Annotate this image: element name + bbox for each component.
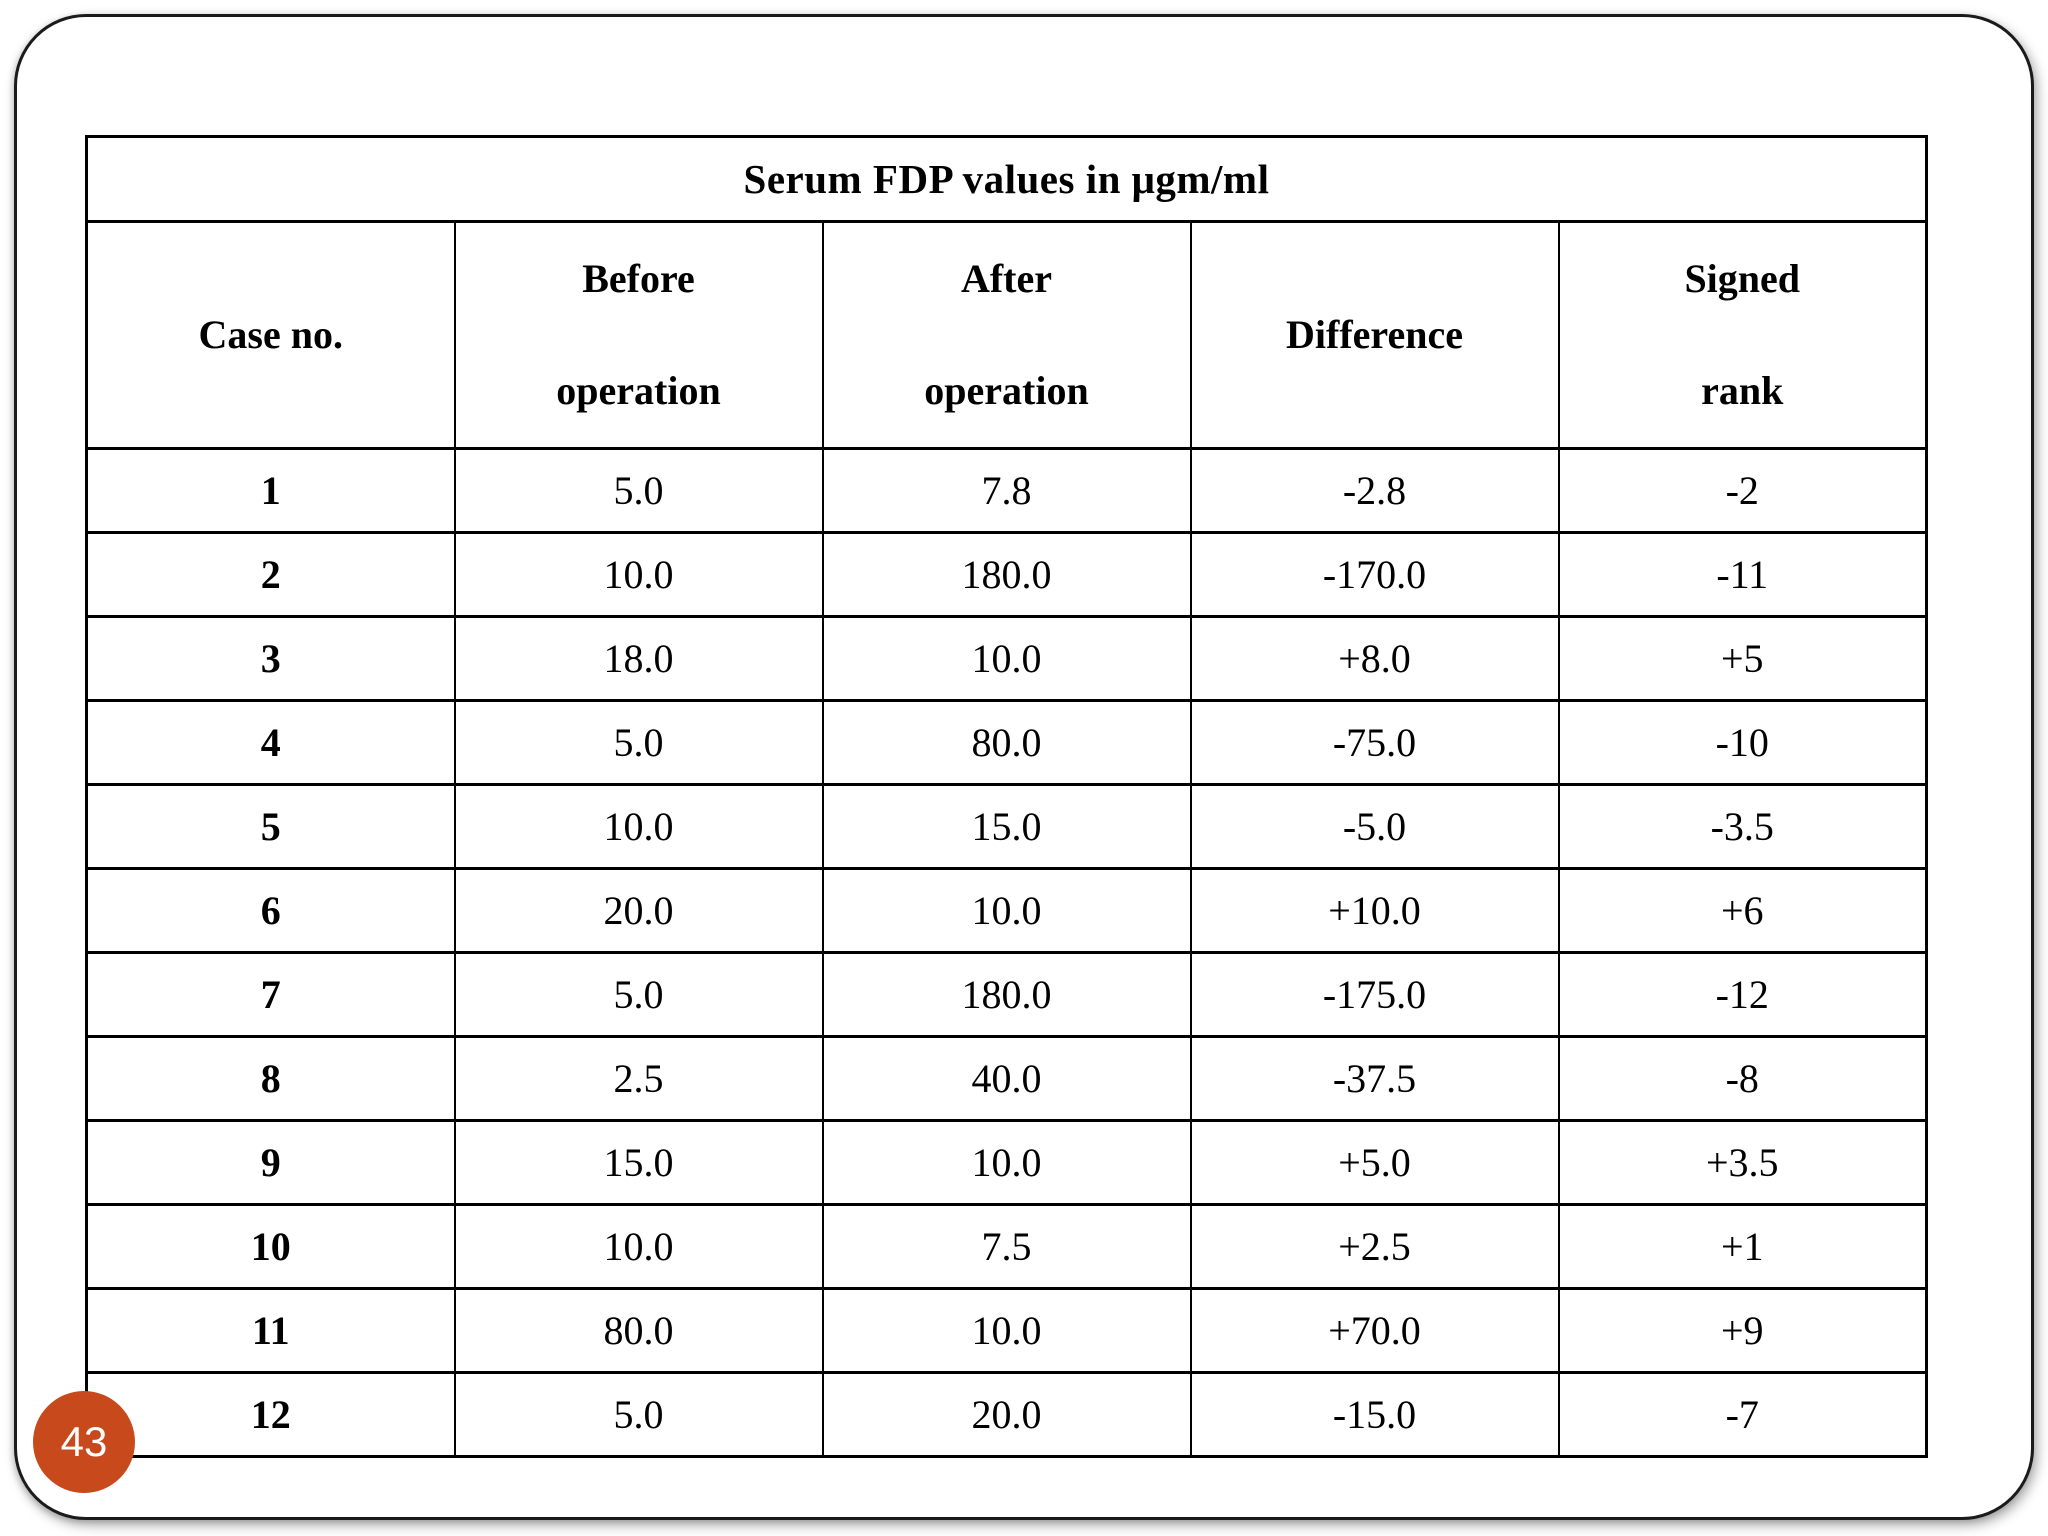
header-after-line1: After [960,256,1053,301]
table-header-row: Case no. Before operation After operatio… [85,220,1928,450]
cell-difference: +2.5 [1189,1203,1560,1290]
table-container: Serum FDP values in μgm/ml Case no. Befo… [85,135,1928,1458]
cell-before: 10.0 [453,783,824,870]
table-row: 4 5.0 80.0 -75.0 -10 [85,699,1928,786]
cell-case: 2 [85,531,456,618]
cell-signed-rank: -10 [1557,699,1928,786]
cell-after: 10.0 [821,615,1192,702]
table-title: Serum FDP values in μgm/ml [85,135,1928,223]
cell-before: 80.0 [453,1287,824,1374]
cell-after: 80.0 [821,699,1192,786]
header-difference-line1: Difference [1286,312,1463,357]
cell-before: 5.0 [453,447,824,534]
cell-signed-rank: -7 [1557,1371,1928,1458]
cell-before: 10.0 [453,531,824,618]
header-after-line2: operation [924,368,1089,413]
header-signed-rank-line1: Signed [1684,256,1801,301]
cell-after: 180.0 [821,531,1192,618]
header-before-line2: operation [556,368,721,413]
table-row: 6 20.0 10.0 +10.0 +6 [85,867,1928,954]
table-row: 8 2.5 40.0 -37.5 -8 [85,1035,1928,1122]
cell-before: 20.0 [453,867,824,954]
cell-case: 9 [85,1119,456,1206]
cell-difference: -37.5 [1189,1035,1560,1122]
table-row: 3 18.0 10.0 +8.0 +5 [85,615,1928,702]
fdp-table: Serum FDP values in μgm/ml Case no. Befo… [85,135,1928,1458]
cell-difference: -75.0 [1189,699,1560,786]
table-row: 1 5.0 7.8 -2.8 -2 [85,447,1928,534]
cell-signed-rank: -12 [1557,951,1928,1038]
cell-after: 20.0 [821,1371,1192,1458]
cell-case: 10 [85,1203,456,1290]
table-title-row: Serum FDP values in μgm/ml [85,135,1928,223]
cell-after: 180.0 [821,951,1192,1038]
header-case-no: Case no. [85,220,456,450]
cell-difference: +70.0 [1189,1287,1560,1374]
cell-case: 8 [85,1035,456,1122]
cell-before: 5.0 [453,1371,824,1458]
cell-after: 10.0 [821,867,1192,954]
cell-after: 10.0 [821,1119,1192,1206]
table-row: 7 5.0 180.0 -175.0 -12 [85,951,1928,1038]
cell-case: 4 [85,699,456,786]
cell-after: 7.8 [821,447,1192,534]
table-row: 10 10.0 7.5 +2.5 +1 [85,1203,1928,1290]
cell-case: 3 [85,615,456,702]
cell-signed-rank: -3.5 [1557,783,1928,870]
cell-difference: -175.0 [1189,951,1560,1038]
page-number: 43 [60,1418,108,1465]
header-before-operation: Before operation [453,220,824,450]
cell-signed-rank: +6 [1557,867,1928,954]
cell-after: 15.0 [821,783,1192,870]
cell-after: 10.0 [821,1287,1192,1374]
cell-case: 11 [85,1287,456,1374]
cell-before: 2.5 [453,1035,824,1122]
cell-before: 5.0 [453,951,824,1038]
cell-after: 40.0 [821,1035,1192,1122]
header-difference: Difference [1189,220,1560,450]
cell-difference: +8.0 [1189,615,1560,702]
table-row: 12 5.0 20.0 -15.0 -7 [85,1371,1928,1458]
table-body: 1 5.0 7.8 -2.8 -2 2 10.0 180.0 -170.0 -11 3 18.0 10.… [85,447,1928,1458]
header-before-line1: Before [582,256,695,301]
cell-before: 10.0 [453,1203,824,1290]
cell-difference: -5.0 [1189,783,1560,870]
cell-after: 7.5 [821,1203,1192,1290]
cell-signed-rank: -2 [1557,447,1928,534]
cell-signed-rank: +5 [1557,615,1928,702]
header-signed-rank: Signed rank [1557,220,1928,450]
cell-difference: -2.8 [1189,447,1560,534]
header-after-operation: After operation [821,220,1192,450]
cell-before: 15.0 [453,1119,824,1206]
header-signed-rank-line2: rank [1701,368,1784,413]
cell-before: 5.0 [453,699,824,786]
cell-case: 1 [85,447,456,534]
cell-difference: -170.0 [1189,531,1560,618]
cell-before: 18.0 [453,615,824,702]
cell-difference: -15.0 [1189,1371,1560,1458]
cell-difference: +5.0 [1189,1119,1560,1206]
cell-signed-rank: -8 [1557,1035,1928,1122]
page-number-badge: 43 [33,1391,135,1493]
table-row: 11 80.0 10.0 +70.0 +9 [85,1287,1928,1374]
cell-signed-rank: -11 [1557,531,1928,618]
cell-signed-rank: +3.5 [1557,1119,1928,1206]
cell-case: 12 [85,1371,456,1458]
cell-signed-rank: +9 [1557,1287,1928,1374]
cell-case: 6 [85,867,456,954]
header-case-no-line1: Case no. [198,312,343,357]
cell-case: 7 [85,951,456,1038]
cell-difference: +10.0 [1189,867,1560,954]
cell-case: 5 [85,783,456,870]
table-row: 5 10.0 15.0 -5.0 -3.5 [85,783,1928,870]
cell-signed-rank: +1 [1557,1203,1928,1290]
table-row: 2 10.0 180.0 -170.0 -11 [85,531,1928,618]
table-row: 9 15.0 10.0 +5.0 +3.5 [85,1119,1928,1206]
